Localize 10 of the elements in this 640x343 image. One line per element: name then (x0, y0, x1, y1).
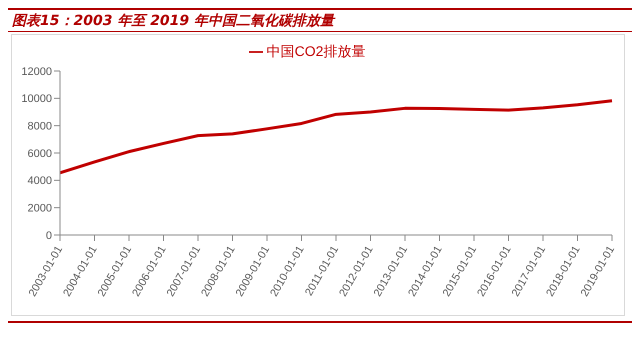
y-tick-label: 10000 (21, 93, 52, 106)
y-tick-label: 8000 (28, 120, 52, 133)
chart-title: 图表15：2003 年至 2019 年中国二氧化碳排放量 (8, 8, 632, 32)
y-tick-label: 6000 (28, 148, 52, 160)
y-tick-label: 2000 (28, 202, 52, 215)
y-tick-label: 12000 (21, 66, 52, 78)
y-tick-label: 4000 (28, 175, 52, 188)
line-series (58, 99, 614, 174)
legend-label: 中国CO2排放量 (266, 43, 366, 59)
y-tick-label: 0 (46, 230, 52, 242)
